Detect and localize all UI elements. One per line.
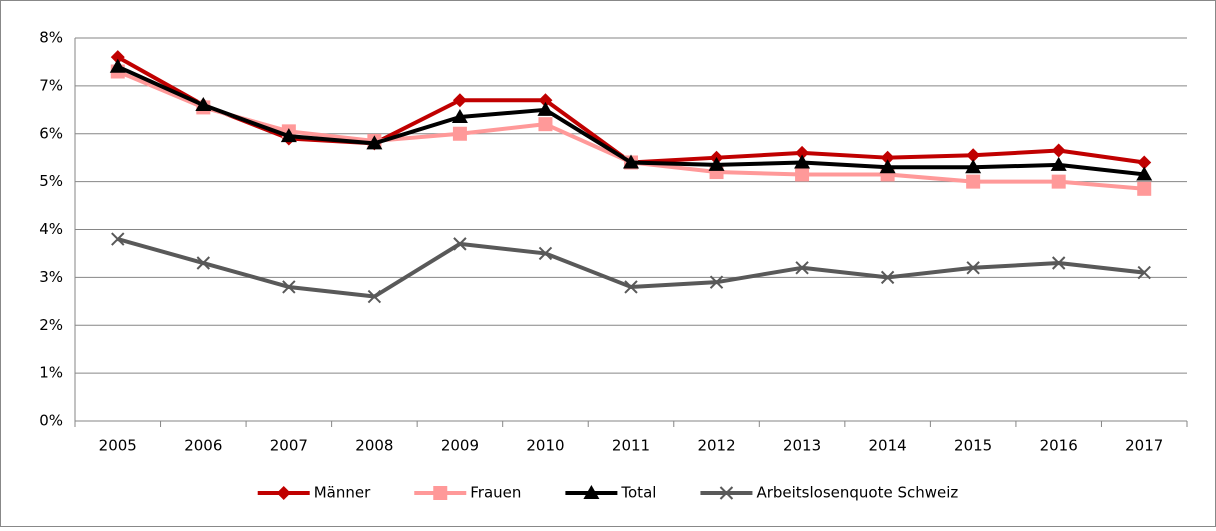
data-point bbox=[538, 93, 553, 108]
data-point bbox=[451, 108, 468, 123]
data-point bbox=[880, 150, 895, 165]
data-point bbox=[1137, 181, 1152, 196]
data-point bbox=[1051, 256, 1066, 270]
x-tick-label: 2008 bbox=[355, 437, 393, 455]
data-point bbox=[709, 275, 724, 289]
data-point bbox=[966, 261, 980, 275]
data-point bbox=[452, 126, 467, 141]
x-tick-label: 2010 bbox=[526, 437, 564, 455]
x-tick-label: 2014 bbox=[869, 437, 907, 455]
data-point bbox=[453, 237, 467, 251]
data-point bbox=[538, 246, 553, 261]
data-point bbox=[196, 256, 211, 270]
data-point bbox=[795, 145, 810, 160]
data-point bbox=[111, 232, 125, 246]
data-point bbox=[195, 97, 212, 112]
data-point bbox=[879, 159, 896, 174]
data-point bbox=[708, 156, 725, 171]
x-tick-label: 2015 bbox=[954, 437, 992, 455]
x-tick-label: 2013 bbox=[783, 437, 821, 455]
y-tick-label: 2% bbox=[39, 316, 63, 334]
x-tick-label: 2009 bbox=[441, 437, 479, 455]
y-tick-label: 4% bbox=[39, 220, 63, 238]
data-point bbox=[966, 174, 981, 189]
data-point bbox=[109, 58, 126, 73]
y-tick-label: 6% bbox=[39, 124, 63, 142]
x-tick-label: 2016 bbox=[1040, 437, 1078, 455]
x-tick-label: 2011 bbox=[612, 437, 650, 455]
x-tick-label: 2006 bbox=[184, 437, 222, 455]
data-point bbox=[623, 154, 639, 169]
data-point bbox=[1051, 174, 1066, 189]
data-point bbox=[624, 280, 638, 294]
data-point bbox=[538, 117, 553, 132]
data-point bbox=[1051, 143, 1066, 158]
data-point bbox=[795, 261, 809, 275]
data-point bbox=[1136, 166, 1153, 181]
data-point bbox=[965, 159, 982, 174]
y-tick-label: 0% bbox=[39, 412, 63, 430]
data-point bbox=[367, 289, 382, 304]
legend-marker bbox=[276, 486, 291, 500]
legend-label: Frauen bbox=[470, 484, 521, 502]
data-point bbox=[452, 93, 467, 108]
y-tick-label: 8% bbox=[39, 29, 63, 47]
legend-label: Arbeitslosenquote Schweiz bbox=[756, 484, 958, 502]
data-point bbox=[794, 154, 811, 169]
y-tick-label: 7% bbox=[39, 76, 63, 94]
data-point bbox=[880, 270, 895, 285]
x-tick-label: 2017 bbox=[1125, 437, 1163, 455]
legend-label: Total bbox=[620, 484, 656, 502]
legend-marker bbox=[583, 485, 600, 499]
data-point bbox=[280, 128, 297, 143]
legend-marker bbox=[433, 486, 448, 500]
x-tick-label: 2007 bbox=[270, 437, 308, 455]
y-tick-label: 1% bbox=[39, 364, 63, 382]
data-point bbox=[966, 148, 981, 163]
data-point bbox=[282, 280, 296, 294]
data-point bbox=[1137, 265, 1151, 280]
data-point bbox=[537, 101, 554, 116]
data-point bbox=[1137, 155, 1152, 170]
legend-marker bbox=[719, 486, 734, 500]
data-point bbox=[1050, 156, 1067, 171]
y-tick-label: 5% bbox=[39, 172, 63, 190]
x-tick-label: 2012 bbox=[697, 437, 735, 455]
y-tick-label: 3% bbox=[39, 268, 63, 286]
data-point bbox=[366, 135, 383, 150]
data-point bbox=[110, 50, 125, 65]
x-tick-label: 2005 bbox=[99, 437, 137, 455]
data-point bbox=[795, 167, 810, 182]
legend-label: Männer bbox=[314, 484, 371, 502]
